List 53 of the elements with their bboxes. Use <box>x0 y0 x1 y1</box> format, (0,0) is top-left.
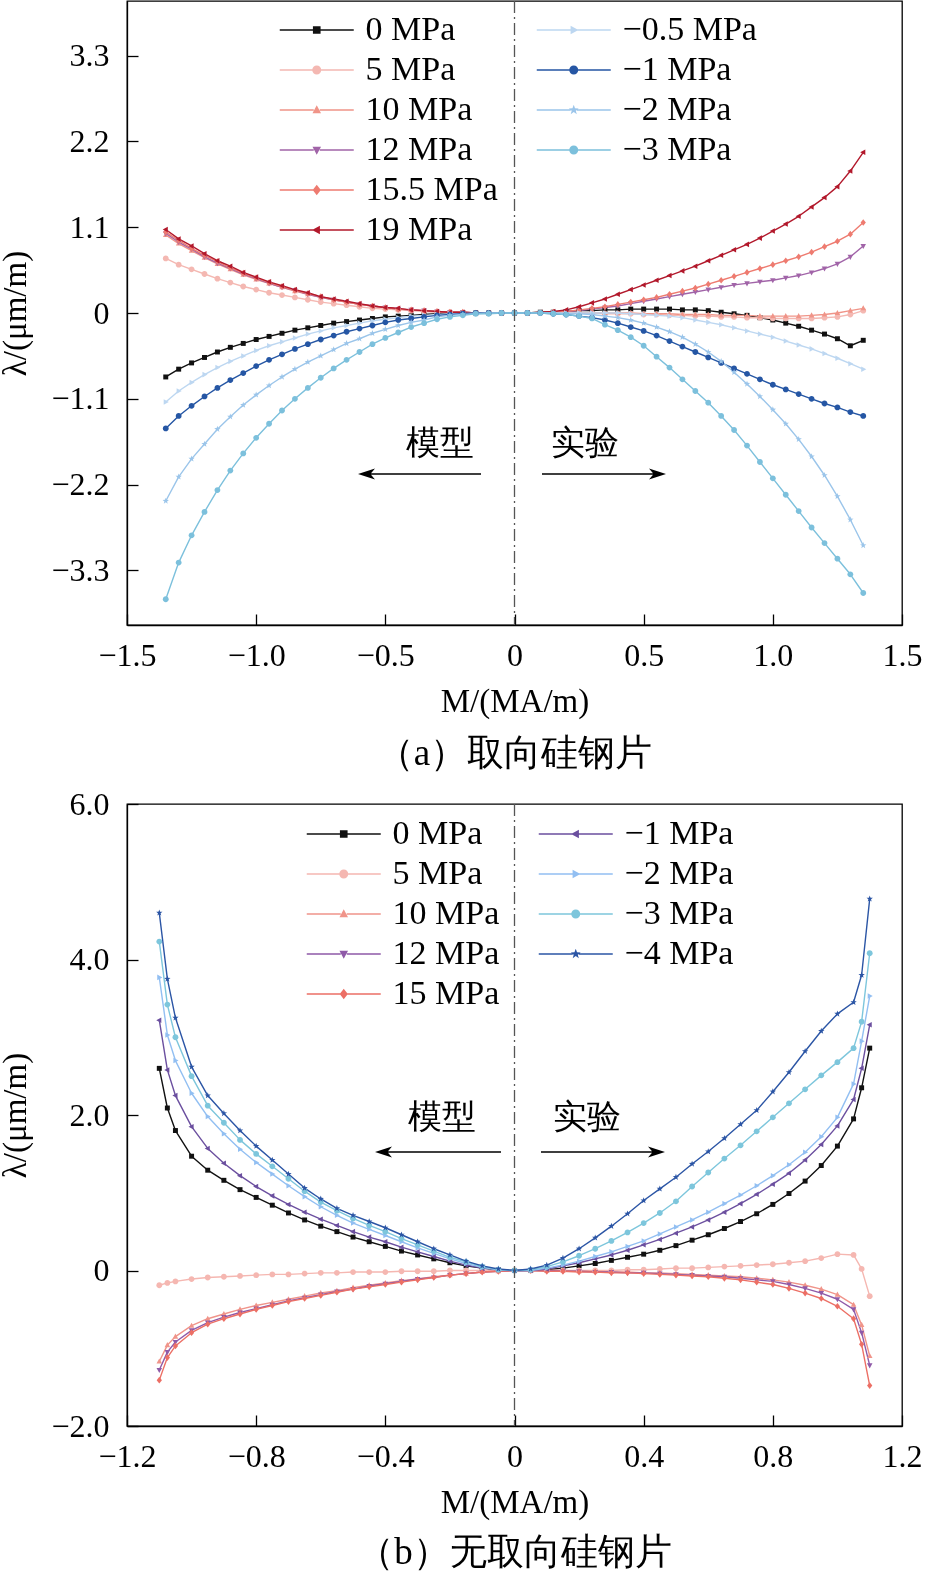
y-tick-label: 0 <box>93 1252 110 1288</box>
x-tick-label: 0 <box>507 1437 523 1474</box>
text: （a）取向硅钢片 <box>376 732 653 773</box>
legend-label: 5 MPa <box>365 50 456 87</box>
x-tick-label: 1.0 <box>753 636 794 673</box>
x-tick-label: −1.5 <box>98 636 157 673</box>
annotation: 实验 <box>553 1098 621 1135</box>
annotation: 实验 <box>551 424 619 461</box>
x-tick-label: 0.8 <box>753 1437 794 1474</box>
legend-label: −3 MPa <box>624 894 734 931</box>
legend-label: 0 MPa <box>365 10 456 47</box>
y-tick-label: 1.1 <box>69 208 110 245</box>
legend-label: 15 MPa <box>392 974 500 1011</box>
x-tick-label: −0.8 <box>227 1437 286 1474</box>
legend-label: 12 MPa <box>365 130 473 167</box>
y-tick-label: −3.3 <box>51 551 110 588</box>
x-tick-label: 0.4 <box>624 1437 665 1474</box>
x-tick-label: 0 <box>507 636 523 673</box>
annotation: 模型 <box>406 424 474 461</box>
y-tick-label: 2.0 <box>69 1096 110 1133</box>
y-axis-title: λ/(μm/m) <box>0 1052 35 1179</box>
x-axis-title: M/(MA/m) <box>440 1483 590 1521</box>
y-tick-label: 6.0 <box>69 785 110 822</box>
y-tick-label: 3.3 <box>69 37 110 74</box>
legend-label: 10 MPa <box>365 90 473 127</box>
y-tick-label: 4.0 <box>69 941 110 977</box>
legend-label: 10 MPa <box>392 894 500 931</box>
legend-label: −0.5 MPa <box>622 10 757 47</box>
y-tick-label: 0 <box>93 294 110 331</box>
legend-label: −2 MPa <box>624 854 734 891</box>
text: （b）无取向硅钢片 <box>357 1531 672 1572</box>
x-tick-label: −1.0 <box>227 636 286 673</box>
legend-label: 19 MPa <box>365 210 473 247</box>
x-tick-label: 0.5 <box>624 636 665 673</box>
legend-label: −3 MPa <box>622 130 732 167</box>
y-tick-label: −1.1 <box>51 380 110 417</box>
annotation: 模型 <box>408 1098 476 1135</box>
x-axis-title: M/(MA/m) <box>440 682 590 720</box>
legend-label: −1 MPa <box>622 50 732 87</box>
y-tick-label: 2.2 <box>69 122 110 159</box>
legend-label: 0 MPa <box>392 814 483 851</box>
x-tick-label: 1.2 <box>882 1437 923 1474</box>
legend-label: −2 MPa <box>622 90 732 127</box>
legend-label: 15.5 MPa <box>365 170 498 207</box>
legend-label: −4 MPa <box>624 934 734 971</box>
y-tick-label: −2.2 <box>51 466 110 503</box>
legend-label: 12 MPa <box>392 934 500 971</box>
legend-label: 5 MPa <box>392 854 483 891</box>
x-tick-label: −0.4 <box>356 1437 415 1474</box>
x-tick-label: −0.5 <box>356 636 415 673</box>
x-tick-label: 1.5 <box>882 636 923 673</box>
legend-label: −1 MPa <box>624 814 734 851</box>
y-axis-title: λ/(μm/m) <box>0 250 35 377</box>
